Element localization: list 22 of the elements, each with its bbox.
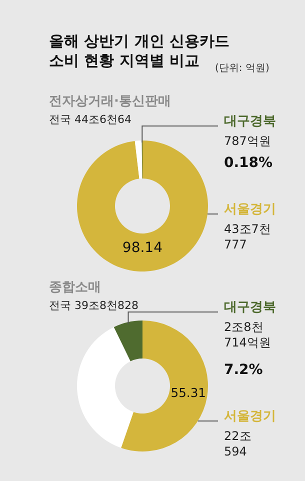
text: 0.18% — [224, 155, 273, 171]
slice-label: 대구경북 — [224, 114, 276, 129]
data-label: 98.14 — [122, 240, 163, 256]
chart-title: 전자상거래·통신판매 — [49, 94, 171, 109]
text: 2조8천 714억원 — [224, 320, 271, 350]
donut-slice — [77, 327, 134, 448]
chart-title: 종합소매 — [49, 280, 101, 295]
text: 7.2% — [224, 362, 263, 378]
donut-slice — [114, 320, 142, 362]
text: 43조7천 777 — [224, 222, 271, 252]
text: (단위: 억원) — [215, 63, 270, 74]
chart-subtitle: 전국 44조6천64 — [49, 113, 132, 126]
donut-slice — [134, 140, 142, 179]
chart-subtitle: 전국 39조8천828 — [49, 299, 138, 312]
donut-slice — [77, 140, 208, 272]
text: 22조 594 — [224, 429, 252, 459]
text: 787억원 — [224, 134, 271, 148]
slice-label: 서울경기 — [224, 409, 276, 424]
slice-label: 대구경북 — [224, 300, 276, 315]
slice-label: 서울경기 — [224, 202, 276, 217]
data-label: 55.31 — [170, 386, 206, 400]
donut-slice — [121, 320, 208, 452]
